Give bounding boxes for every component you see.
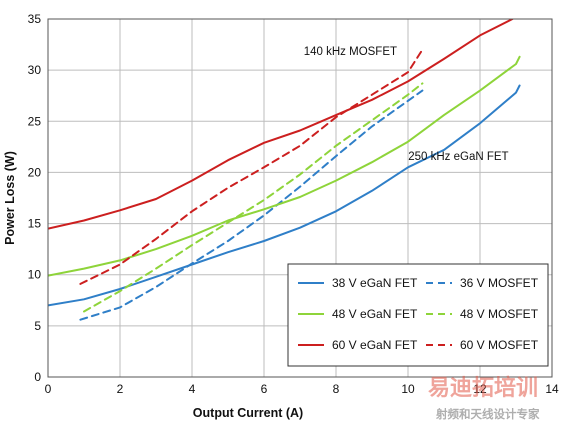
plot-frame <box>47 18 553 378</box>
x-tick-label: 12 <box>473 382 487 396</box>
legend-label-2: 48 V eGaN FET <box>332 307 418 321</box>
x-tick-label: 10 <box>401 382 415 396</box>
y-tick-label: 15 <box>28 217 42 231</box>
axes: 0 2 4 6 8 10 12 14 0 5 10 15 20 25 30 35 Output Current … <box>3 12 559 420</box>
series-line-3 <box>83 82 424 313</box>
y-tick-label: 0 <box>34 370 41 384</box>
legend-label-0: 38 V eGaN FET <box>332 276 418 290</box>
series-line-4 <box>48 19 514 230</box>
x-axis-title: Output Current (A) <box>193 406 303 420</box>
series-lines <box>48 19 521 321</box>
y-axis-title: Power Loss (W) <box>3 151 17 245</box>
annotation-1: 250 kHz eGaN FET <box>408 151 508 163</box>
watermark-brand: 易迪拓培训 <box>428 375 538 400</box>
series-line-0 <box>48 84 521 307</box>
y-tick-label: 35 <box>28 12 42 26</box>
legend-label-3: 48 V MOSFET <box>460 307 539 321</box>
x-tick-label: 6 <box>261 382 268 396</box>
legend-label-5: 60 V MOSFET <box>460 338 539 352</box>
legend: 38 V eGaN FET 36 V MOSFET 48 V eGaN FET 48 … <box>287 263 549 367</box>
x-tick-label: 0 <box>45 382 52 396</box>
y-tick-label: 20 <box>28 165 42 179</box>
watermark: 易迪拓培训 射频和天线设计专家 <box>428 375 540 421</box>
watermark-tagline: 射频和天线设计专家 <box>435 407 540 421</box>
x-tick-label: 2 <box>117 382 124 396</box>
y-tick-label: 5 <box>34 319 41 333</box>
series-line-5 <box>79 48 424 285</box>
series-line-1 <box>79 89 424 321</box>
series-line-2 <box>48 55 521 277</box>
y-tick-label: 10 <box>28 268 42 282</box>
legend-label-1: 36 V MOSFET <box>460 276 539 290</box>
annotations: 140 kHz MOSFET 250 kHz eGaN FET <box>304 46 509 163</box>
legend-label-4: 60 V eGaN FET <box>332 338 418 352</box>
x-tick-label: 14 <box>545 382 559 396</box>
x-tick-label: 8 <box>333 382 340 396</box>
grid <box>47 18 553 378</box>
y-tick-label: 25 <box>28 114 42 128</box>
x-tick-label: 4 <box>189 382 196 396</box>
legend-box <box>287 263 549 367</box>
y-tick-label: 30 <box>28 63 42 77</box>
annotation-0: 140 kHz MOSFET <box>304 46 397 58</box>
